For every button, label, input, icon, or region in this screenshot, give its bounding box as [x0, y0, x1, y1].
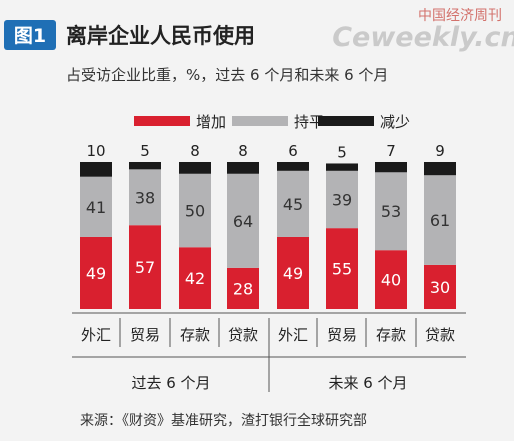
data-label: 49 [283, 264, 303, 283]
data-label: 57 [135, 258, 155, 277]
category-label: 贷款 [228, 326, 258, 344]
bar-segment [375, 172, 407, 251]
bar-segment [277, 170, 309, 237]
category-separators [119, 318, 417, 357]
watermark-en: Ceweekly.cn [332, 22, 514, 53]
data-label: 40 [381, 271, 401, 290]
chart-title: 离岸企业人民币使用 [66, 24, 255, 48]
bar-segment [179, 247, 211, 309]
data-label: 30 [430, 278, 450, 297]
category-label: 外汇 [81, 326, 111, 344]
data-label: 5 [140, 142, 150, 160]
legend-label-increase: 增加 [196, 113, 226, 131]
legend-swatch-decrease [318, 116, 374, 126]
data-label: 42 [185, 269, 205, 288]
bar-segment [326, 228, 358, 309]
bar-segment [227, 267, 259, 309]
legend-swatch-increase [134, 116, 190, 126]
watermark-cn: 中国经济周刊 [418, 8, 502, 24]
bar-segment [129, 162, 161, 170]
chart-subtitle: 占受访企业比重，%，过去 6 个月和未来 6 个月 [66, 66, 388, 84]
data-label: 8 [238, 142, 248, 160]
data-label: 28 [233, 279, 253, 298]
category-label: 外汇 [278, 326, 308, 344]
bar-segment [129, 169, 161, 226]
data-label: 45 [283, 195, 303, 214]
legend: 增加 持平 减少 [134, 113, 410, 131]
data-label: 53 [381, 202, 401, 221]
bar-segment [129, 225, 161, 309]
legend-label-decrease: 减少 [380, 113, 410, 131]
bar-segment [375, 162, 407, 173]
group-label-future: 未来 6 个月 [328, 374, 407, 392]
data-label: 61 [430, 211, 450, 230]
bar-segment [80, 236, 112, 309]
bar-segment [227, 162, 259, 174]
data-label: 5 [337, 143, 347, 161]
legend-swatch-flat [232, 116, 288, 126]
bar-segment [375, 250, 407, 309]
category-label: 贷款 [425, 326, 455, 344]
data-label: 50 [185, 202, 205, 221]
group-label-past: 过去 6 个月 [131, 374, 210, 392]
bar-segment [326, 163, 358, 171]
bar-stack-area: 49 41 10 57 38 5 42 50 8 28 64 8 49 45 6 55 39 5 40 53 7 30 61… [80, 142, 456, 309]
data-label: 49 [86, 264, 106, 283]
figure-label: 图1 [14, 25, 46, 47]
data-label: 8 [190, 142, 200, 160]
data-label: 6 [288, 142, 298, 160]
bar-segment [326, 170, 358, 229]
bar-segment [277, 236, 309, 309]
category-label: 存款 [376, 326, 406, 344]
bar-segment [80, 176, 112, 237]
legend-label-flat: 持平 [294, 113, 324, 131]
data-label: 55 [332, 260, 352, 279]
data-label: 39 [332, 190, 352, 209]
bar-segment [80, 162, 112, 177]
category-labels: 外汇 贸易 存款 贷款 外汇 贸易 存款 贷款 [81, 326, 455, 344]
data-label: 10 [86, 142, 105, 160]
data-label: 7 [386, 142, 396, 160]
bar-segment [424, 162, 456, 176]
bar-segment [424, 175, 456, 265]
bar-segment [424, 264, 456, 309]
bar-segment [179, 173, 211, 248]
data-label: 38 [135, 188, 155, 207]
source-note: 来源：《财资》基准研究，渣打银行全球研究部 [80, 412, 367, 429]
data-label: 9 [435, 142, 445, 160]
bar-segment [277, 162, 309, 171]
category-label: 贸易 [327, 326, 357, 344]
bar-segment [179, 162, 211, 174]
bar-segment [227, 173, 259, 268]
data-label: 64 [233, 212, 253, 231]
data-label: 41 [86, 198, 106, 217]
category-label: 存款 [180, 326, 210, 344]
category-label: 贸易 [130, 326, 160, 344]
figure-label-badge [4, 20, 56, 50]
